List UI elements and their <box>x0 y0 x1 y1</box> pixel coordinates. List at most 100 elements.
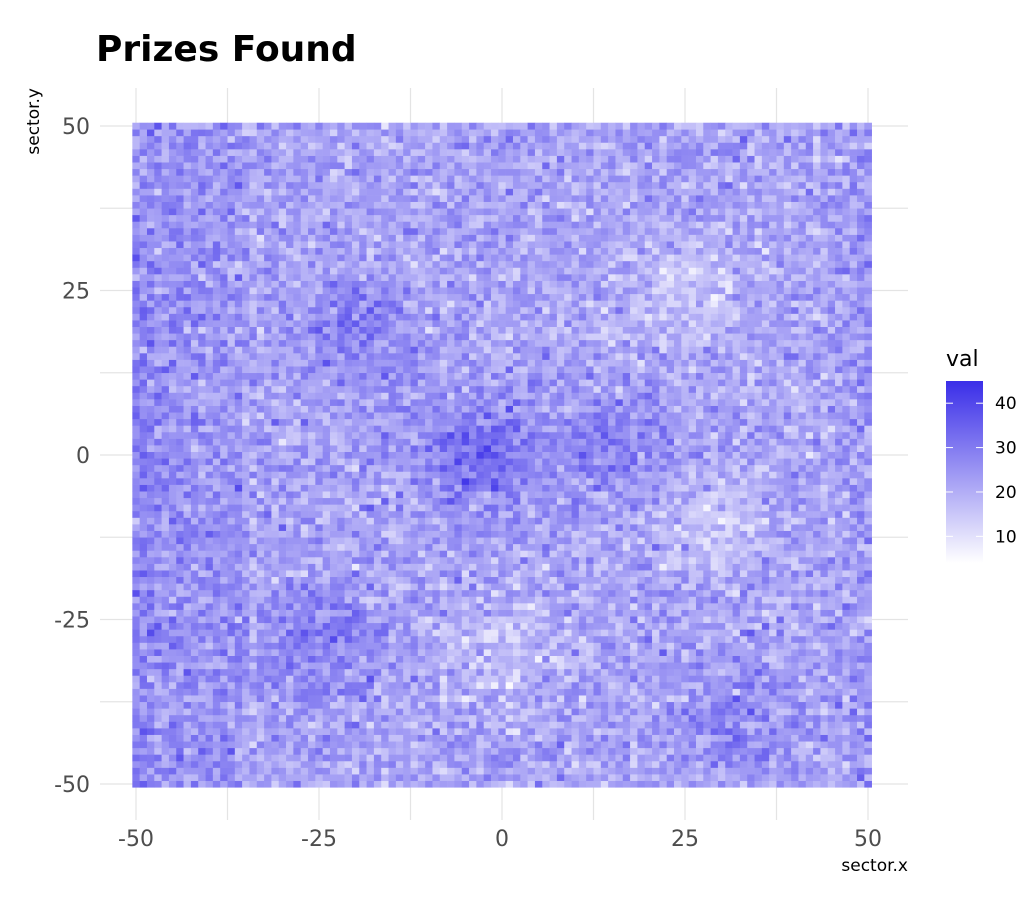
heatmap-cell <box>154 320 162 327</box>
heatmap-cell <box>359 590 367 597</box>
heatmap-cell <box>381 531 389 538</box>
heatmap-cell <box>235 307 243 314</box>
heatmap-cell <box>330 327 338 334</box>
heatmap-cell <box>286 603 294 610</box>
heatmap-cell <box>264 412 272 419</box>
heatmap-cell <box>367 228 375 235</box>
heatmap-cell <box>462 570 470 577</box>
heatmap-cell <box>381 406 389 413</box>
heatmap-cell <box>454 439 462 446</box>
heatmap-cell <box>279 215 287 222</box>
heatmap-cell <box>257 603 265 610</box>
heatmap-cell <box>228 281 236 288</box>
heatmap-cell <box>286 267 294 274</box>
heatmap-cell <box>228 189 236 196</box>
heatmap-cell <box>249 583 257 590</box>
heatmap-cell <box>249 761 257 768</box>
heatmap-cell <box>286 294 294 301</box>
heatmap-cell <box>242 452 250 459</box>
heatmap-cell <box>352 491 360 498</box>
heatmap-cell <box>476 781 484 788</box>
heatmap-cell <box>403 320 411 327</box>
heatmap-cell <box>476 728 484 735</box>
heatmap-cell <box>403 254 411 261</box>
heatmap-cell <box>374 235 382 242</box>
heatmap-cell <box>396 511 404 518</box>
heatmap-cell <box>337 142 345 149</box>
heatmap-cell <box>264 261 272 268</box>
heatmap-cell <box>352 392 360 399</box>
heatmap-cell <box>154 550 162 557</box>
heatmap-cell <box>220 715 228 722</box>
heatmap-cell <box>169 412 177 419</box>
heatmap-cell <box>323 478 331 485</box>
heatmap-cell <box>301 656 309 663</box>
heatmap-cell <box>330 281 338 288</box>
heatmap-cell <box>330 590 338 597</box>
heatmap-cell <box>337 721 345 728</box>
heatmap-cell <box>279 550 287 557</box>
heatmap-cell <box>330 189 338 196</box>
heatmap-cell <box>242 616 250 623</box>
heatmap-cell <box>389 656 397 663</box>
heatmap-cell <box>454 136 462 143</box>
heatmap-cell <box>132 557 140 564</box>
heatmap-cell <box>235 392 243 399</box>
heatmap-cell <box>140 208 148 215</box>
heatmap-cell <box>447 202 455 209</box>
heatmap-cell <box>301 570 309 577</box>
heatmap-cell <box>271 702 279 709</box>
heatmap-cell <box>198 195 206 202</box>
heatmap-cell <box>476 557 484 564</box>
heatmap-cell <box>293 761 301 768</box>
heatmap-cell <box>257 550 265 557</box>
heatmap-cell <box>367 287 375 294</box>
heatmap-cell <box>242 241 250 248</box>
heatmap-cell <box>206 360 214 367</box>
heatmap-cell <box>337 649 345 656</box>
heatmap-cell <box>235 136 243 143</box>
heatmap-cell <box>140 425 148 432</box>
heatmap-cell <box>330 445 338 452</box>
heatmap-cell <box>440 524 448 531</box>
heatmap-cell <box>293 629 301 636</box>
heatmap-cell <box>169 333 177 340</box>
heatmap-cell <box>249 333 257 340</box>
heatmap-cell <box>140 202 148 209</box>
heatmap-cell <box>176 267 184 274</box>
heatmap-cell <box>315 287 323 294</box>
heatmap-cell <box>301 189 309 196</box>
heatmap-cell <box>206 741 214 748</box>
heatmap-cells <box>132 123 872 788</box>
heatmap-cell <box>308 649 316 656</box>
heatmap-cell <box>389 287 397 294</box>
heatmap-cell <box>367 656 375 663</box>
heatmap-cell <box>198 774 206 781</box>
heatmap-cell <box>330 353 338 360</box>
heatmap-cell <box>374 445 382 452</box>
heatmap-cell <box>432 537 440 544</box>
heatmap-cell <box>235 649 243 656</box>
heatmap-cell <box>293 320 301 327</box>
heatmap-cell <box>315 537 323 544</box>
heatmap-cell <box>264 373 272 380</box>
heatmap-cell <box>213 715 221 722</box>
heatmap-cell <box>337 333 345 340</box>
heatmap-cell <box>425 406 433 413</box>
heatmap-cell <box>235 596 243 603</box>
heatmap-cell <box>293 425 301 432</box>
heatmap-cell <box>235 537 243 544</box>
heatmap-cell <box>308 557 316 564</box>
heatmap-cell <box>162 189 170 196</box>
heatmap-cell <box>447 353 455 360</box>
heatmap-cell <box>462 610 470 617</box>
heatmap-cell <box>228 294 236 301</box>
heatmap-cell <box>462 708 470 715</box>
heatmap-cell <box>484 643 492 650</box>
heatmap-cell <box>176 261 184 268</box>
heatmap-cell <box>228 610 236 617</box>
heatmap-cell <box>279 373 287 380</box>
heatmap-cell <box>330 518 338 525</box>
heatmap-cell <box>184 721 192 728</box>
heatmap-cell <box>140 550 148 557</box>
